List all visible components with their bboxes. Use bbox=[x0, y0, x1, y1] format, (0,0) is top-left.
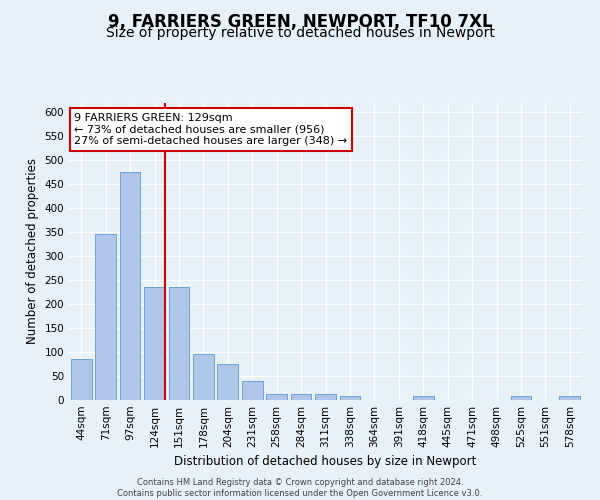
Bar bbox=[290, 394, 311, 400]
Bar bbox=[71, 359, 92, 400]
Bar bbox=[413, 396, 434, 400]
Bar bbox=[315, 394, 336, 400]
Bar bbox=[340, 396, 361, 400]
Bar bbox=[169, 287, 190, 400]
Text: 9, FARRIERS GREEN, NEWPORT, TF10 7XL: 9, FARRIERS GREEN, NEWPORT, TF10 7XL bbox=[107, 12, 493, 30]
X-axis label: Distribution of detached houses by size in Newport: Distribution of detached houses by size … bbox=[175, 456, 476, 468]
Text: Contains HM Land Registry data © Crown copyright and database right 2024.
Contai: Contains HM Land Registry data © Crown c… bbox=[118, 478, 482, 498]
Bar bbox=[95, 234, 116, 400]
Bar bbox=[119, 172, 140, 400]
Text: 9 FARRIERS GREEN: 129sqm
← 73% of detached houses are smaller (956)
27% of semi-: 9 FARRIERS GREEN: 129sqm ← 73% of detach… bbox=[74, 113, 347, 146]
Bar bbox=[559, 396, 580, 400]
Y-axis label: Number of detached properties: Number of detached properties bbox=[26, 158, 39, 344]
Bar bbox=[266, 394, 287, 400]
Bar bbox=[511, 396, 532, 400]
Bar bbox=[193, 354, 214, 400]
Text: Size of property relative to detached houses in Newport: Size of property relative to detached ho… bbox=[106, 26, 494, 40]
Bar bbox=[242, 381, 263, 400]
Bar bbox=[217, 364, 238, 400]
Bar bbox=[144, 287, 165, 400]
